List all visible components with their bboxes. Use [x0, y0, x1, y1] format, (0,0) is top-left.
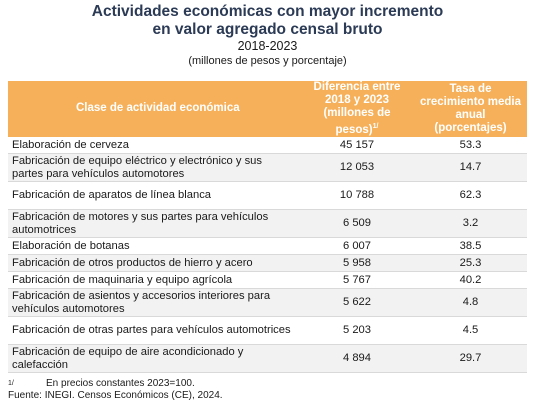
cell-activity: Fabricación de maquinaria y equipo agríc…: [8, 271, 300, 290]
footnote-1: 1/ En precios constantes 2023=100.: [8, 378, 527, 390]
cell-activity: Elaboración de botanas: [8, 237, 300, 256]
cell-difference: 5 203: [300, 316, 414, 346]
header-difference-label: Diferencia entre 2018 y 2023 (millones d…: [313, 81, 401, 136]
cell-activity: Fabricación de asientos y accesorios int…: [8, 288, 300, 318]
cell-growth: 3.2: [414, 209, 527, 239]
page-title-line-1: Actividades económicas con mayor increme…: [91, 3, 444, 20]
table-row: Fabricación de asientos y accesorios int…: [8, 288, 527, 318]
table-row: Elaboración de cerveza 45 157 53.3: [8, 136, 527, 155]
page-title-line-2: en valor agregado censal bruto: [152, 21, 383, 38]
cell-growth: 29.7: [414, 344, 527, 374]
cell-growth: 40.2: [414, 271, 527, 290]
cell-difference: 10 788: [300, 181, 414, 211]
cell-growth: 14.7: [414, 153, 527, 183]
table-row: Fabricación de equipo de aire acondicion…: [8, 344, 527, 374]
cell-growth: 62.3: [414, 181, 527, 211]
cell-difference: 5 767: [300, 271, 414, 290]
footnote-text: En precios constantes 2023=100.: [46, 378, 195, 389]
footnote-mark: 1/: [8, 380, 14, 387]
cell-difference: 45 157: [300, 136, 414, 155]
cell-activity: Elaboración de cerveza: [8, 136, 300, 155]
period-label: 2018-2023: [237, 39, 298, 53]
header-activity: Clase de actividad económica: [8, 81, 300, 137]
table-header-row: Clase de actividad económica Diferencia …: [8, 81, 527, 137]
cell-activity: Fabricación de equipo de aire acondicion…: [8, 344, 300, 374]
header-growth: Tasa de crecimiento media anual (porcent…: [414, 81, 527, 137]
cell-activity: Fabricación de otras partes para vehícul…: [8, 316, 300, 346]
header-difference: Diferencia entre 2018 y 2023 (millones d…: [300, 81, 414, 137]
table-row: Elaboración de botanas 6 007 38.5: [8, 237, 527, 256]
cell-growth: 38.5: [414, 237, 527, 256]
footnotes: 1/ En precios constantes 2023=100. Fuent…: [8, 378, 527, 402]
cell-difference: 12 053: [300, 153, 414, 183]
cell-growth: 4.8: [414, 288, 527, 318]
cell-activity: Fabricación de motores y sus partes para…: [8, 209, 300, 239]
cell-difference: 6 509: [300, 209, 414, 239]
title-block: Actividades económicas con mayor increme…: [0, 3, 535, 68]
table-row: Fabricación de equipo eléctrico y electr…: [8, 153, 527, 183]
table-row: Fabricación de otros productos de hierro…: [8, 254, 527, 273]
units-label: (millones de pesos y porcentaje): [188, 55, 347, 67]
header-difference-mark: 1/: [372, 123, 379, 130]
cell-activity: Fabricación de aparatos de línea blanca: [8, 181, 300, 211]
cell-difference: 4 894: [300, 344, 414, 374]
cell-growth: 53.3: [414, 136, 527, 155]
source-note: Fuente: INEGI. Censos Económicos (CE), 2…: [8, 390, 223, 401]
cell-activity: Fabricación de otros productos de hierro…: [8, 254, 300, 273]
table-row: Fabricación de motores y sus partes para…: [8, 209, 527, 239]
cell-difference: 5 622: [300, 288, 414, 318]
activities-table: Clase de actividad económica Diferencia …: [8, 81, 527, 374]
table-row: Fabricación de otras partes para vehícul…: [8, 316, 527, 346]
cell-growth: 25.3: [414, 254, 527, 273]
cell-difference: 6 007: [300, 237, 414, 256]
table-row: Fabricación de aparatos de línea blanca …: [8, 181, 527, 211]
cell-growth: 4.5: [414, 316, 527, 346]
cell-activity: Fabricación de equipo eléctrico y electr…: [8, 153, 300, 183]
table-row: Fabricación de maquinaria y equipo agríc…: [8, 271, 527, 290]
cell-difference: 5 958: [300, 254, 414, 273]
